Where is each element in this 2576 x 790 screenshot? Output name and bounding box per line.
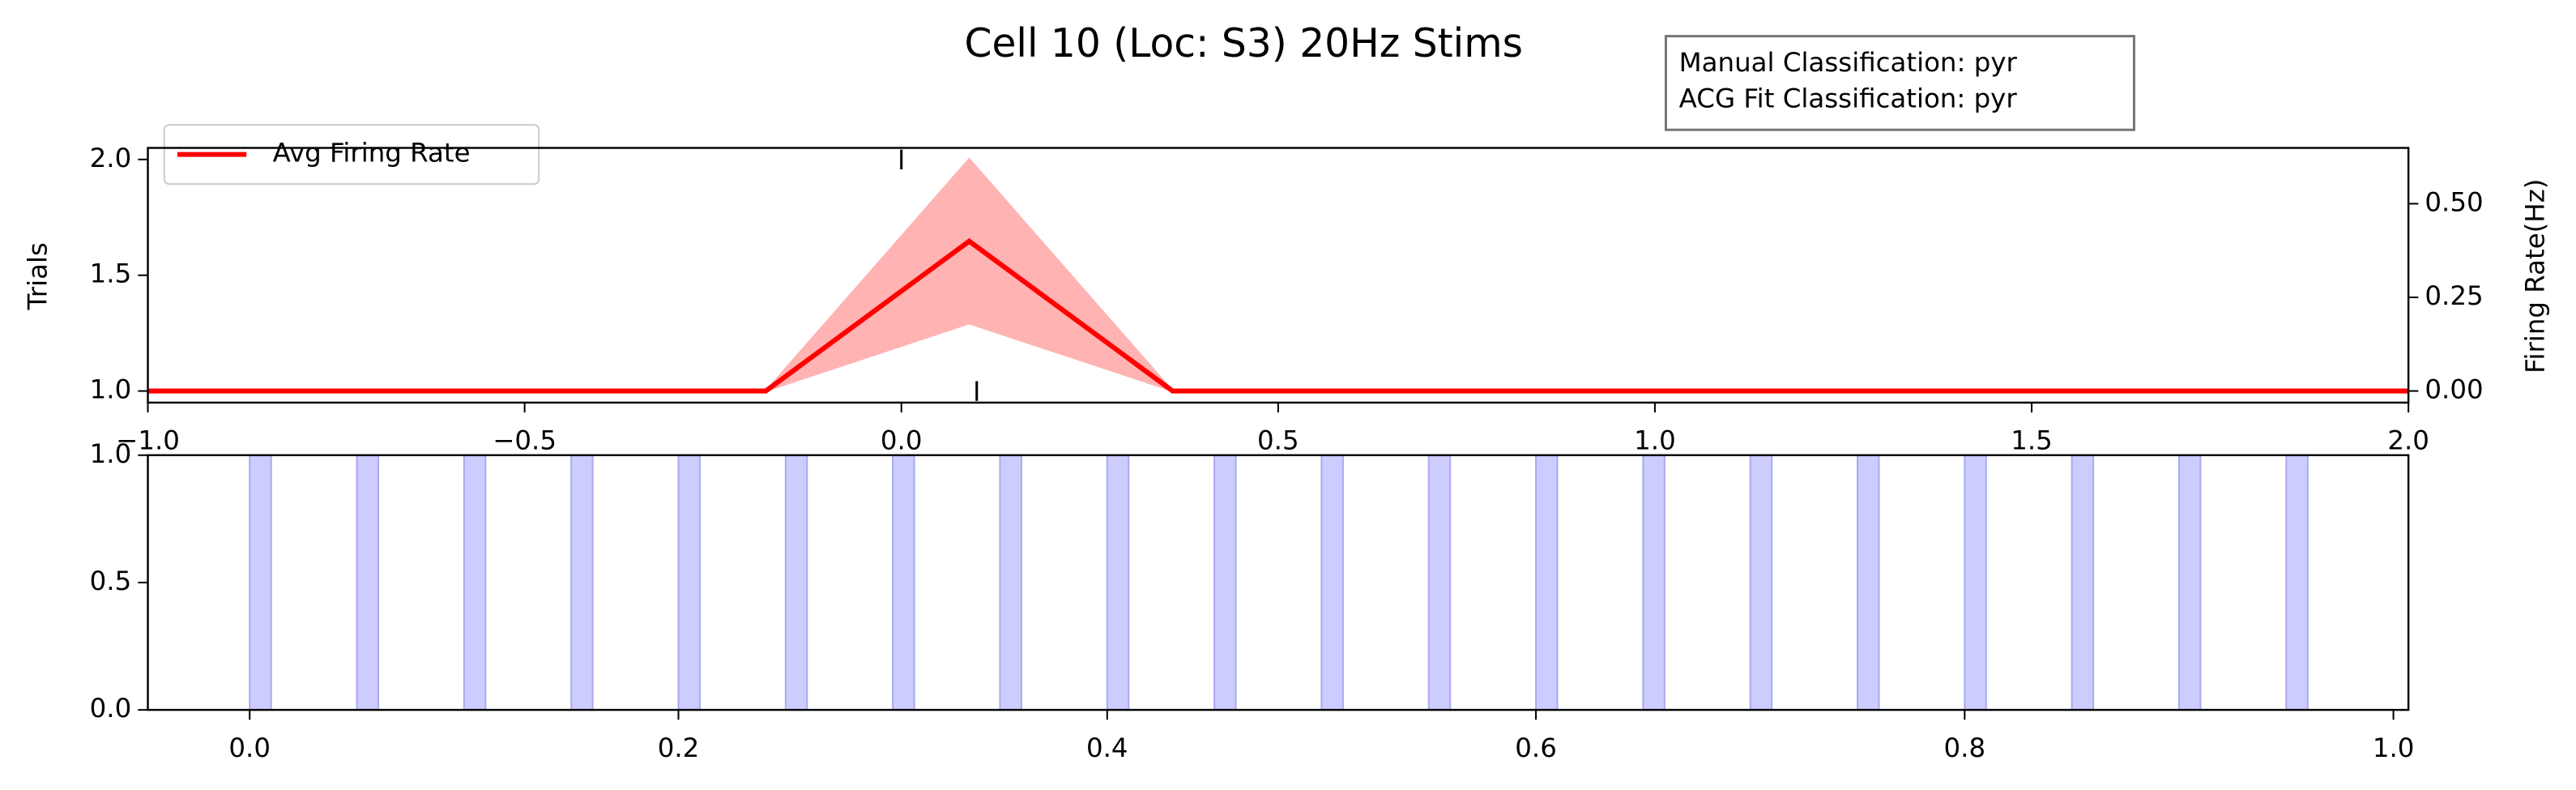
y-tick-label: 0.5 xyxy=(90,566,132,596)
x-tick-label: 0.4 xyxy=(1086,732,1128,763)
y2-tick-label: 0.50 xyxy=(2425,186,2483,217)
y-tick-label: 0.0 xyxy=(90,693,132,724)
legend-box xyxy=(163,124,540,186)
x-tick-label: 0.8 xyxy=(1944,732,1986,763)
stim-span xyxy=(677,454,701,711)
stim-span xyxy=(2285,454,2309,711)
x-tick-label: 0.6 xyxy=(1515,732,1557,763)
stim-span xyxy=(2177,454,2202,711)
y2-tick-label: 0.00 xyxy=(2425,374,2483,405)
x-tick-label: 1.5 xyxy=(2011,425,2053,456)
chart-title: Cell 10 (Loc: S3) 20Hz Stims xyxy=(965,21,1523,66)
legend-label: Avg Firing Rate xyxy=(273,138,471,169)
x-tick-label: −1.0 xyxy=(116,425,180,456)
plot-layer: −1.0 −0.5 0.0 0.5 1.0 1.5 2.0 1.0 1.5 2.0 0.00 0.25… xyxy=(90,124,2484,763)
stim-span xyxy=(892,454,915,711)
stim-span xyxy=(356,454,380,711)
y-tick-label: 1.0 xyxy=(90,438,132,469)
y-axis-label: Trials xyxy=(23,242,53,310)
stim-span xyxy=(999,454,1022,711)
y2-tick-label: 0.25 xyxy=(2425,280,2483,311)
axes-frame xyxy=(147,147,2410,404)
axes-frame xyxy=(147,454,2410,711)
stim-span xyxy=(249,454,272,711)
x-tick-label: 0.5 xyxy=(1257,425,1299,456)
stim-span xyxy=(1642,454,1665,711)
stim-span xyxy=(1535,454,1559,711)
stim-span xyxy=(1964,454,1987,711)
annotation: ACG Fit Classification: pyr xyxy=(1679,83,2018,114)
y-tick-label: 2.0 xyxy=(90,143,132,173)
stim-span xyxy=(1213,454,1237,711)
stim-span xyxy=(1857,454,1880,711)
x-tick-label: 0.2 xyxy=(658,732,700,763)
stim-span xyxy=(570,454,594,711)
y-tick-label: 1.0 xyxy=(90,374,132,405)
annotation-box xyxy=(1664,35,2135,131)
y-tick-label: 1.5 xyxy=(90,258,132,289)
stim-span xyxy=(463,454,487,711)
stim-span xyxy=(784,454,808,711)
stim-span xyxy=(1427,454,1452,711)
annotation: Manual Classification: pyr xyxy=(1679,47,2018,78)
stim-span xyxy=(2071,454,2095,711)
error-band xyxy=(147,157,2409,392)
x-tick-label: 0.0 xyxy=(881,425,923,456)
x-tick-label: 1.0 xyxy=(2373,732,2415,763)
line xyxy=(147,237,2409,394)
x-tick-label: −0.5 xyxy=(493,425,557,456)
stim-span xyxy=(1106,454,1130,711)
x-tick-label: 1.0 xyxy=(1634,425,1676,456)
stim-span xyxy=(1320,454,1344,711)
stim-span xyxy=(1749,454,1773,711)
y2-axis-label: Firing Rate(Hz) xyxy=(2519,179,2550,374)
x-tick-label: 0.0 xyxy=(228,732,271,763)
x-tick-label: 2.0 xyxy=(2387,425,2429,456)
